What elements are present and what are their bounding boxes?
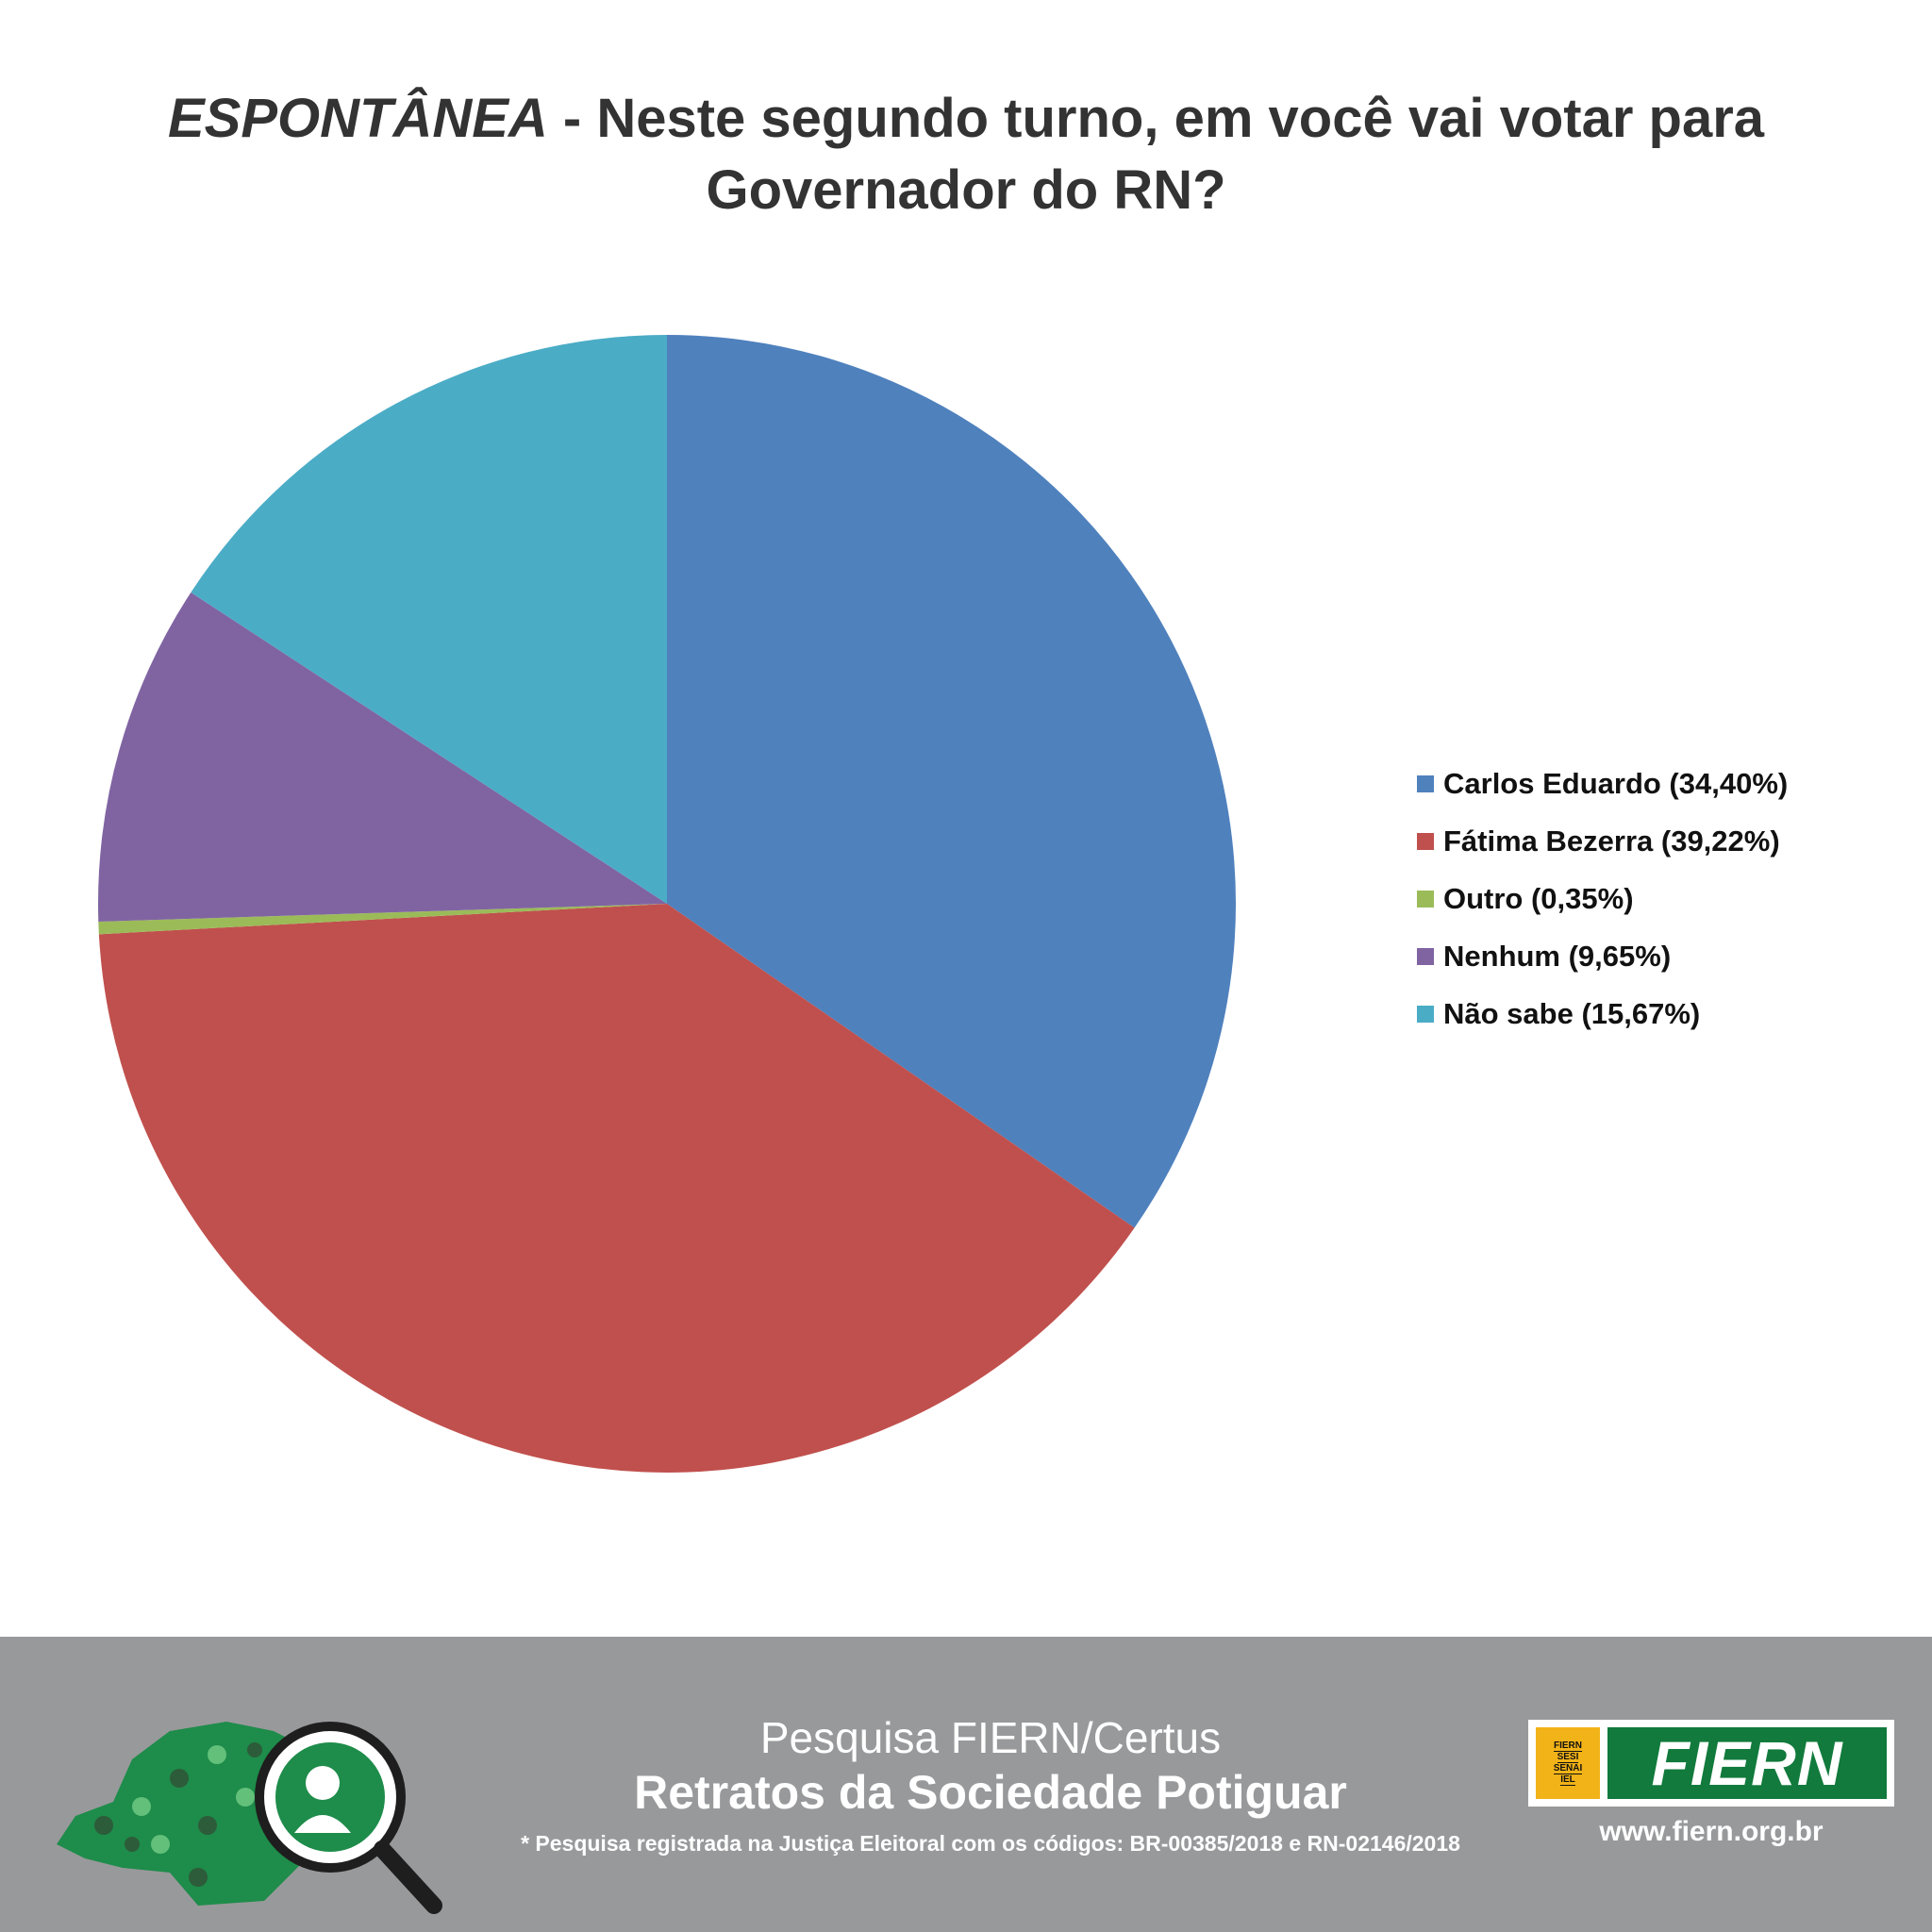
chart-title-text: - Neste segundo turno, em você vai votar… xyxy=(547,88,1765,221)
legend-label: Nenhum (9,65%) xyxy=(1443,939,1672,973)
legend-item: Outro (0,35%) xyxy=(1417,870,1788,927)
pie-chart xyxy=(98,335,1236,1474)
legend-label: Não sabe (15,67%) xyxy=(1443,996,1701,1030)
fiern-logo: FIERN SESI SENAI IEL FIERN xyxy=(1528,1720,1894,1807)
legend-label: Outro (0,35%) xyxy=(1443,881,1634,915)
fiern-url: www.fiern.org.br xyxy=(1599,1816,1824,1847)
fiern-logo-line: IEL xyxy=(1560,1774,1575,1786)
legend-swatch xyxy=(1417,947,1434,965)
fiern-logo-line: FIERN xyxy=(1554,1740,1582,1752)
legend-item: Não sabe (15,67%) xyxy=(1417,985,1788,1042)
pie-slice-fatima-bezerra xyxy=(98,904,1135,1474)
footer-title: Retratos da Sociedade Potiguar xyxy=(634,1766,1347,1819)
legend-swatch xyxy=(1417,832,1434,850)
pie-slice-outro xyxy=(98,904,667,935)
legend-item: Carlos Eduardo (34,40%) xyxy=(1417,755,1788,812)
fiern-logo-wordmark: FIERN xyxy=(1607,1727,1887,1799)
pie-slice-carlos-eduardo xyxy=(667,335,1236,1228)
legend-swatch xyxy=(1417,890,1434,908)
legend-item: Nenhum (9,65%) xyxy=(1417,927,1788,985)
footer-note: * Pesquisa registrada na Justiça Eleitor… xyxy=(521,1831,1460,1856)
chart-title-emphasis: ESPONTÂNEA xyxy=(167,88,548,149)
fiern-logo-line: SESI xyxy=(1557,1752,1579,1763)
retratos-magnifier-logo xyxy=(57,1722,442,1914)
chart-title: ESPONTÂNEA - Neste segundo turno, em voc… xyxy=(94,83,1838,226)
fiern-logo-line: SENAI xyxy=(1553,1763,1583,1774)
footer-subtitle: Pesquisa FIERN/Certus xyxy=(759,1713,1222,1762)
legend-swatch xyxy=(1417,1005,1434,1023)
legend: Carlos Eduardo (34,40%) Fátima Bezerra (3… xyxy=(1417,755,1788,1042)
pie-slice-nao-sabe xyxy=(191,335,667,904)
magnifier-icon xyxy=(255,1722,442,1914)
pie-slice-nenhum xyxy=(98,591,667,922)
footer: Pesquisa FIERN/Certus Retratos da Socied… xyxy=(0,1637,1932,1932)
legend-label: Fátima Bezerra (39,22%) xyxy=(1443,824,1780,858)
legend-swatch xyxy=(1417,774,1434,792)
legend-label: Carlos Eduardo (34,40%) xyxy=(1443,766,1789,800)
fiern-logo-badge: FIERN SESI SENAI IEL xyxy=(1536,1727,1600,1799)
legend-item: Fátima Bezerra (39,22%) xyxy=(1417,812,1788,870)
